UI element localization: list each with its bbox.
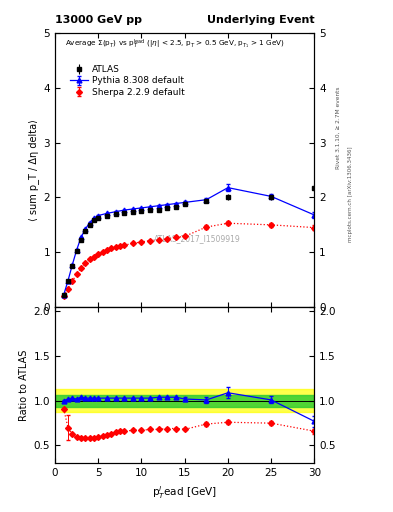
Text: Average $\Sigma$(p$_T$) vs p$_T^{\rm lead}$ (|$\eta$| < 2.5, p$_T$ > 0.5 GeV, p$: Average $\Sigma$(p$_T$) vs p$_T^{\rm lea… [65, 37, 285, 51]
Text: Underlying Event: Underlying Event [207, 15, 314, 25]
Bar [55, 395, 314, 407]
Text: Rivet 3.1.10, ≥ 2.7M events: Rivet 3.1.10, ≥ 2.7M events [336, 87, 341, 169]
Bar [55, 389, 314, 413]
X-axis label: p$_T^l$ead [GeV]: p$_T^l$ead [GeV] [152, 484, 217, 501]
Text: 13000 GeV pp: 13000 GeV pp [55, 15, 142, 25]
Text: mcplots.cern.ch [arXiv:1306.3436]: mcplots.cern.ch [arXiv:1306.3436] [348, 147, 353, 242]
Y-axis label: ⟨ sum p_T / Δη delta⟩: ⟨ sum p_T / Δη delta⟩ [28, 119, 39, 221]
Legend: ATLAS, Pythia 8.308 default, Sherpa 2.2.9 default: ATLAS, Pythia 8.308 default, Sherpa 2.2.… [70, 65, 184, 97]
Y-axis label: Ratio to ATLAS: Ratio to ATLAS [19, 350, 29, 421]
Text: ATLAS_2017_I1509919: ATLAS_2017_I1509919 [154, 234, 241, 243]
